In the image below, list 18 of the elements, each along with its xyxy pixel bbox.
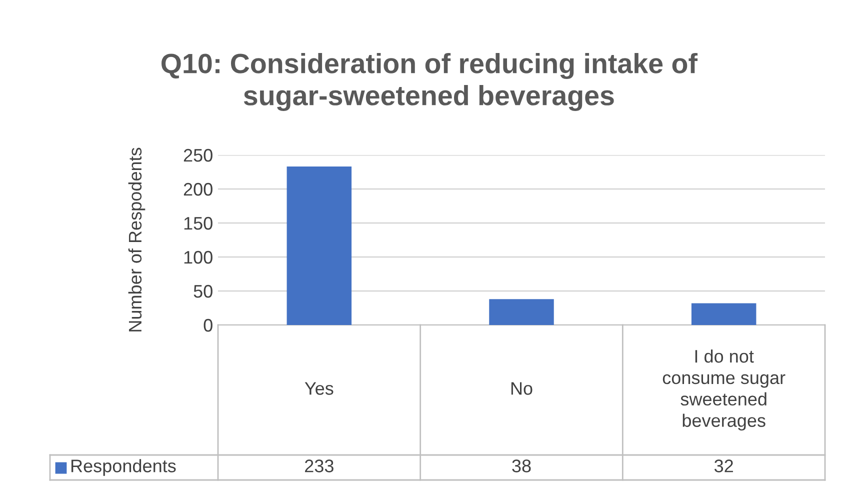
x-tick-label: I do not consume sugar sweetened beverages bbox=[662, 349, 786, 431]
bar bbox=[286, 166, 352, 325]
x-tick-label: No bbox=[511, 382, 532, 395]
y-tick-label: 0 bbox=[204, 318, 212, 332]
y-tick-label: 200 bbox=[184, 182, 212, 196]
y-tick-label: 50 bbox=[194, 284, 212, 298]
y-tick-label: 100 bbox=[184, 250, 212, 264]
bar bbox=[489, 299, 554, 325]
data-label: 38 bbox=[512, 460, 531, 472]
bar bbox=[691, 303, 756, 325]
y-axis-title: Number of Respodents bbox=[128, 148, 146, 332]
legend-label: Respondents bbox=[71, 459, 176, 476]
data-label: 233 bbox=[305, 460, 334, 472]
y-tick-label: 150 bbox=[184, 216, 212, 230]
chart-title: Q10: Consideration of reducing intake of sugar-sweetened beverages bbox=[162, 52, 698, 112]
x-tick-label: Yes bbox=[304, 382, 334, 395]
y-tick-label: 250 bbox=[184, 148, 212, 162]
data-label: 32 bbox=[714, 460, 733, 472]
